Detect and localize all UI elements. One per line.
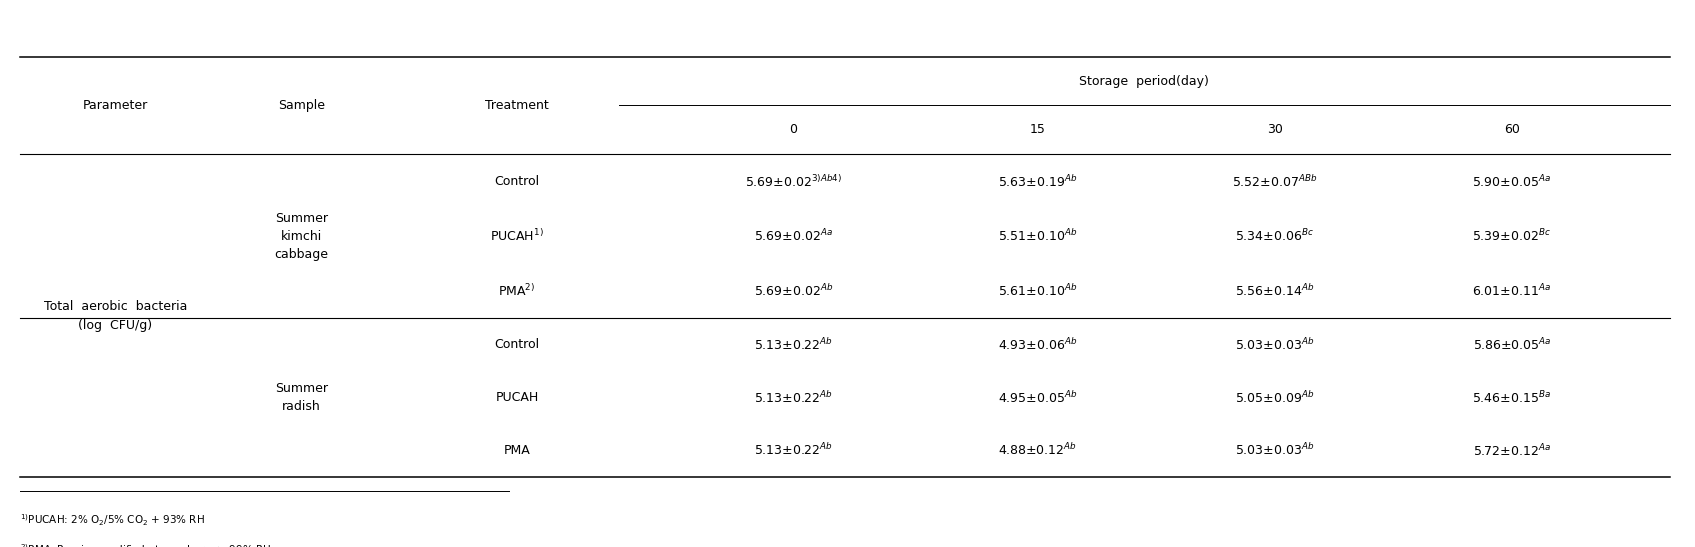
Text: 5.05$\pm$0.09$^{Ab}$: 5.05$\pm$0.09$^{Ab}$ <box>1236 389 1314 406</box>
Text: 5.63$\pm$0.19$^{Ab}$: 5.63$\pm$0.19$^{Ab}$ <box>998 173 1076 190</box>
Text: 5.90$\pm$0.05$^{Aa}$: 5.90$\pm$0.05$^{Aa}$ <box>1473 173 1551 190</box>
Text: 5.52$\pm$0.07$^{ABb}$: 5.52$\pm$0.07$^{ABb}$ <box>1232 173 1317 190</box>
Text: 5.13$\pm$0.22$^{Ab}$: 5.13$\pm$0.22$^{Ab}$ <box>754 389 832 406</box>
Text: Sample: Sample <box>278 100 325 112</box>
Text: 5.69$\pm$0.02$^{3)Ab4)}$: 5.69$\pm$0.02$^{3)Ab4)}$ <box>744 173 842 190</box>
Text: 5.13$\pm$0.22$^{Ab}$: 5.13$\pm$0.22$^{Ab}$ <box>754 443 832 458</box>
Text: 5.51$\pm$0.10$^{Ab}$: 5.51$\pm$0.10$^{Ab}$ <box>998 228 1076 245</box>
Text: Parameter: Parameter <box>83 100 147 112</box>
Text: PMA: PMA <box>503 444 531 457</box>
Text: Control: Control <box>495 338 539 351</box>
Text: Summer
radish: Summer radish <box>275 382 329 413</box>
Text: 5.34$\pm$0.06$^{Bc}$: 5.34$\pm$0.06$^{Bc}$ <box>1236 228 1314 245</box>
Text: 60: 60 <box>1503 123 1520 136</box>
Text: Control: Control <box>495 175 539 188</box>
Text: 5.69$\pm$0.02$^{Aa}$: 5.69$\pm$0.02$^{Aa}$ <box>754 228 832 245</box>
Text: 5.86$\pm$0.05$^{Aa}$: 5.86$\pm$0.05$^{Aa}$ <box>1473 336 1551 353</box>
Text: Storage  period(day): Storage period(day) <box>1080 75 1209 88</box>
Text: 30: 30 <box>1266 123 1283 136</box>
Text: 5.13$\pm$0.22$^{Ab}$: 5.13$\pm$0.22$^{Ab}$ <box>754 337 832 353</box>
Text: PMA$^{2)}$: PMA$^{2)}$ <box>498 283 536 299</box>
Text: PUCAH: PUCAH <box>495 391 539 404</box>
Text: 4.88$\pm$0.12$^{Ab}$: 4.88$\pm$0.12$^{Ab}$ <box>998 443 1076 458</box>
Text: $^{1)}$PUCAH: 2% O$_2$/5% CO$_2$ + 93% RH: $^{1)}$PUCAH: 2% O$_2$/5% CO$_2$ + 93% R… <box>20 513 205 528</box>
Text: 0: 0 <box>790 123 797 136</box>
Text: Total  aerobic  bacteria
(log  CFU/g): Total aerobic bacteria (log CFU/g) <box>44 300 186 331</box>
Text: 5.61$\pm$0.10$^{Ab}$: 5.61$\pm$0.10$^{Ab}$ <box>998 283 1076 299</box>
Text: Summer
kimchi
cabbage: Summer kimchi cabbage <box>275 212 329 261</box>
Text: 5.39$\pm$0.02$^{Bc}$: 5.39$\pm$0.02$^{Bc}$ <box>1473 228 1551 245</box>
Text: 4.93$\pm$0.06$^{Ab}$: 4.93$\pm$0.06$^{Ab}$ <box>998 337 1076 353</box>
Text: 5.46$\pm$0.15$^{Ba}$: 5.46$\pm$0.15$^{Ba}$ <box>1473 389 1551 406</box>
Text: Treatment: Treatment <box>485 100 549 112</box>
Text: 4.95$\pm$0.05$^{Ab}$: 4.95$\pm$0.05$^{Ab}$ <box>998 389 1076 406</box>
Text: 5.72$\pm$0.12$^{Aa}$: 5.72$\pm$0.12$^{Aa}$ <box>1473 442 1551 459</box>
Text: 5.56$\pm$0.14$^{Ab}$: 5.56$\pm$0.14$^{Ab}$ <box>1236 283 1314 299</box>
Text: 15: 15 <box>1029 123 1046 136</box>
Text: 5.03$\pm$0.03$^{Ab}$: 5.03$\pm$0.03$^{Ab}$ <box>1236 443 1314 458</box>
Text: 6.01$\pm$0.11$^{Aa}$: 6.01$\pm$0.11$^{Aa}$ <box>1473 283 1551 299</box>
Text: PUCAH$^{1)}$: PUCAH$^{1)}$ <box>490 228 544 245</box>
Text: 5.03$\pm$0.03$^{Ab}$: 5.03$\pm$0.03$^{Ab}$ <box>1236 337 1314 353</box>
Text: $^{2)}$PMA: Passive modified atmosphere, > 99% RH: $^{2)}$PMA: Passive modified atmosphere,… <box>20 543 271 547</box>
Text: 5.69$\pm$0.02$^{Ab}$: 5.69$\pm$0.02$^{Ab}$ <box>754 283 832 299</box>
